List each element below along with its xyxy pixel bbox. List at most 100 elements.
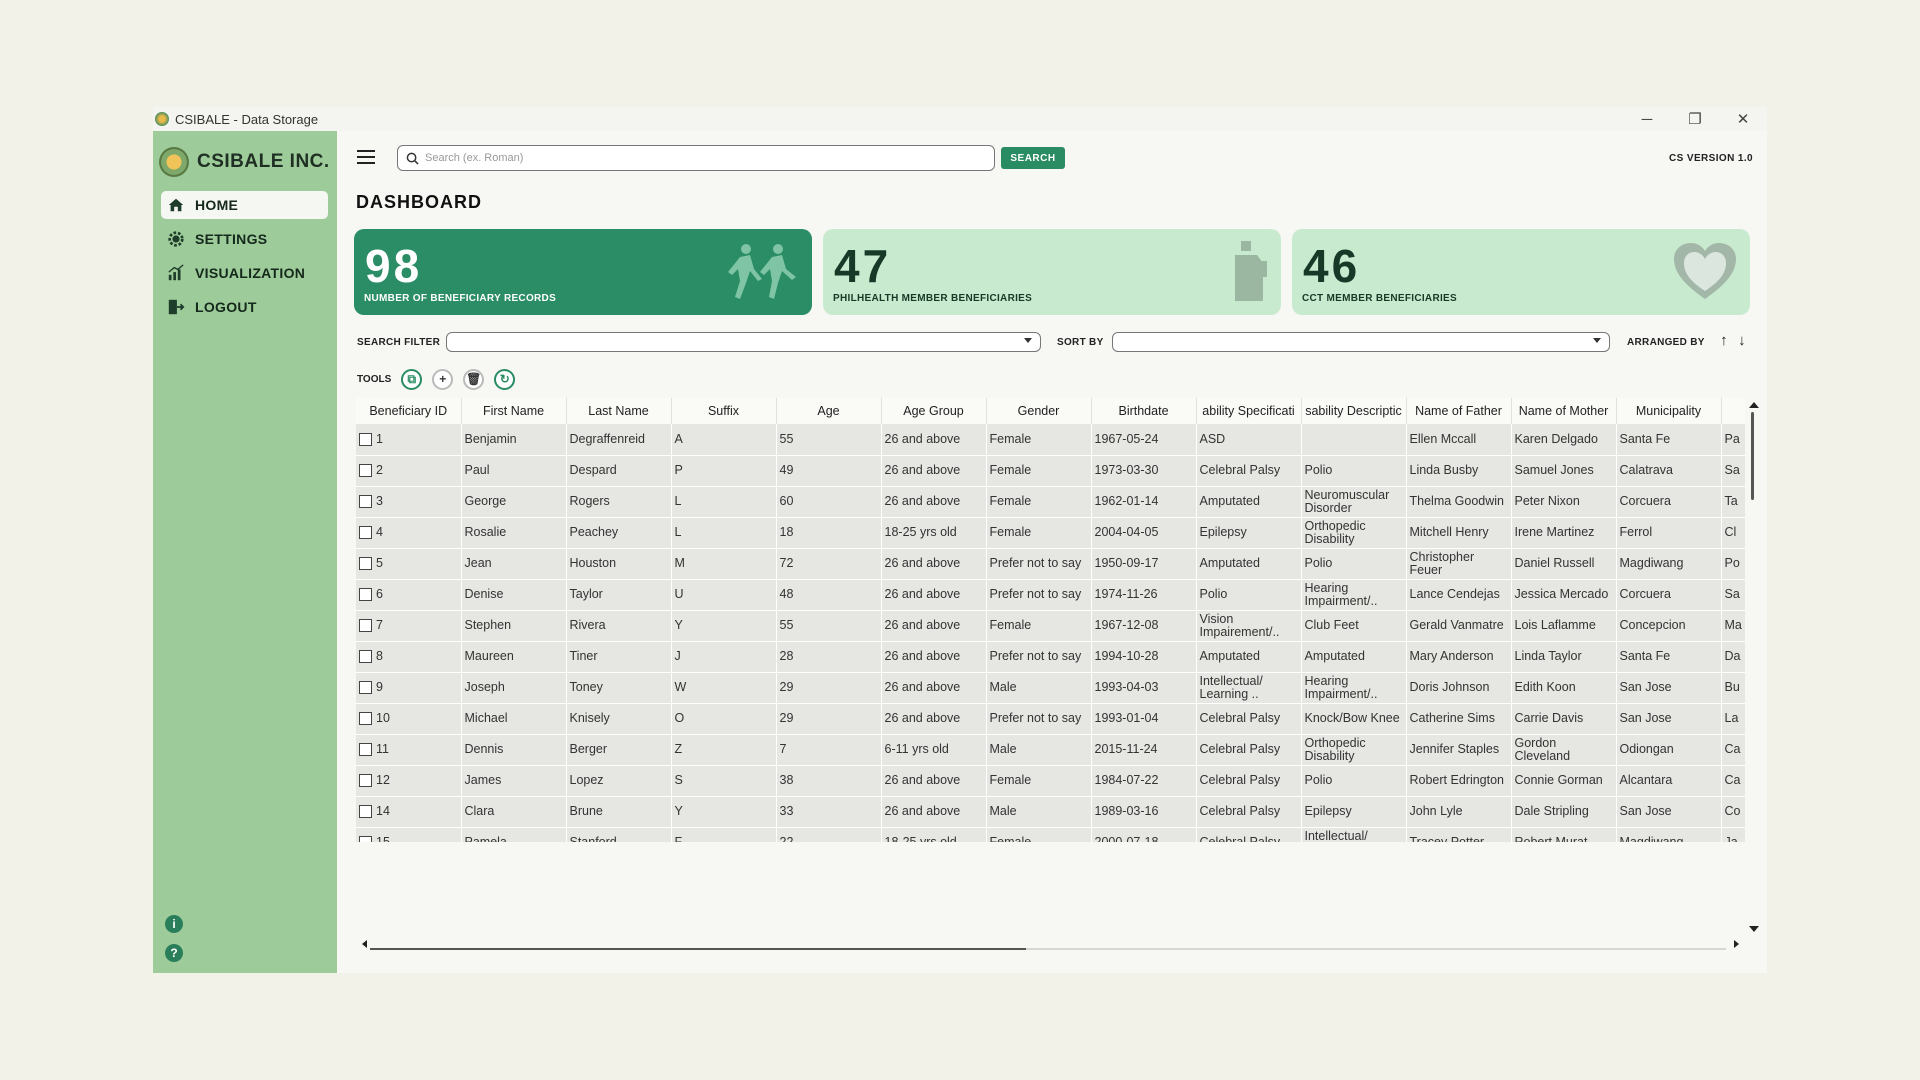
table-row[interactable]: 11 Dennis Berger Z 7 6-11 yrs old Male 2015-11-… bbox=[356, 734, 1745, 766]
column-header[interactable]: Name of Father bbox=[1406, 398, 1512, 424]
table-row[interactable]: 8 Maureen Tiner J 28 26 and above Prefer not t… bbox=[356, 641, 1745, 673]
table-row[interactable]: 7 Stephen Rivera Y 55 26 and above Female 1967-… bbox=[356, 610, 1745, 642]
horizontal-scrollbar[interactable] bbox=[356, 937, 1748, 951]
sort-descending-icon[interactable]: ↓ bbox=[1738, 332, 1746, 349]
minimize-button[interactable]: ─ bbox=[1641, 110, 1653, 128]
row-checkbox[interactable] bbox=[359, 774, 372, 788]
row-checkbox[interactable] bbox=[359, 557, 372, 571]
row-checkbox[interactable] bbox=[359, 836, 372, 842]
sidebar-item-home[interactable]: HOME bbox=[161, 191, 328, 219]
search-input[interactable] bbox=[425, 152, 965, 164]
table-row[interactable]: 9 Joseph Toney W 29 26 and above Male 1993-04-0… bbox=[356, 672, 1745, 704]
table-row[interactable]: 6 Denise Taylor U 48 26 and above Prefer not t… bbox=[356, 579, 1745, 611]
table-cell: 1993-01-04 bbox=[1091, 703, 1197, 735]
table-row[interactable]: 14 Clara Brune Y 33 26 and above Male 1989-03-1… bbox=[356, 796, 1745, 828]
sort-by-dropdown[interactable] bbox=[1112, 332, 1610, 352]
scroll-thumb[interactable] bbox=[1751, 412, 1754, 500]
sidebar-item-visualization[interactable]: VISUALIZATION bbox=[161, 259, 328, 287]
column-header[interactable]: sability Descriptic bbox=[1301, 398, 1407, 424]
table-row[interactable]: 4 Rosalie Peachey L 18 18-25 yrs old Female 200… bbox=[356, 517, 1745, 549]
table-cell: Ma bbox=[1721, 610, 1745, 642]
table-cell: Catherine Sims bbox=[1406, 703, 1512, 735]
table-row[interactable]: 1 Benjamin Degraffenreid A 55 26 and above Fem… bbox=[356, 424, 1745, 456]
table-cell: Female bbox=[986, 424, 1092, 456]
column-header[interactable]: Last Name bbox=[566, 398, 672, 424]
table-cell: Benjamin bbox=[461, 424, 567, 456]
table-cell: Intellectual/ Learning .. bbox=[1301, 827, 1407, 842]
row-checkbox[interactable] bbox=[359, 495, 372, 509]
column-header[interactable]: Age Group bbox=[881, 398, 987, 424]
table-cell: La bbox=[1721, 703, 1745, 735]
table-cell: 18-25 yrs old bbox=[881, 827, 987, 842]
row-checkbox[interactable] bbox=[359, 743, 372, 757]
table-row[interactable]: 12 James Lopez S 38 26 and above Female 1984-07… bbox=[356, 765, 1745, 797]
column-header[interactable]: Age bbox=[776, 398, 882, 424]
table-cell: Epilepsy bbox=[1196, 517, 1302, 549]
sort-ascending-icon[interactable]: ↑ bbox=[1720, 332, 1728, 349]
column-header[interactable]: Birthdate bbox=[1091, 398, 1197, 424]
close-button[interactable]: ✕ bbox=[1736, 111, 1750, 128]
add-record-icon[interactable]: + bbox=[432, 368, 454, 390]
help-icon[interactable]: ? bbox=[165, 944, 183, 962]
search-button[interactable]: SEARCH bbox=[1001, 147, 1065, 169]
column-header[interactable] bbox=[1721, 398, 1745, 424]
table-cell: Gordon Cleveland bbox=[1511, 734, 1617, 766]
tools-row: TOOLS ⧉ + 🗑 ↻ bbox=[357, 368, 516, 390]
column-header[interactable]: Suffix bbox=[671, 398, 777, 424]
menu-toggle-icon[interactable] bbox=[357, 150, 375, 164]
column-header[interactable]: ability Specificati bbox=[1196, 398, 1302, 424]
table-cell: Polio bbox=[1301, 548, 1407, 580]
stat-value: 98 bbox=[365, 240, 423, 292]
column-header[interactable]: Gender bbox=[986, 398, 1092, 424]
row-checkbox[interactable] bbox=[359, 432, 372, 446]
table-cell: John Lyle bbox=[1406, 796, 1512, 828]
column-header[interactable]: Beneficiary ID bbox=[356, 398, 462, 424]
stat-card-cct: 46 CCT MEMBER BENEFICIARIES bbox=[1292, 229, 1750, 315]
table-cell: Despard bbox=[566, 455, 672, 487]
table-cell: Ca bbox=[1721, 734, 1745, 766]
scroll-thumb[interactable] bbox=[370, 948, 1026, 950]
row-checkbox[interactable] bbox=[359, 464, 372, 478]
delete-record-icon[interactable]: 🗑 bbox=[463, 368, 485, 390]
scroll-down-icon[interactable] bbox=[1749, 926, 1759, 932]
vertical-scrollbar[interactable] bbox=[1747, 398, 1761, 938]
row-checkbox[interactable] bbox=[359, 805, 372, 819]
beneficiary-id: 10 bbox=[376, 711, 390, 726]
refresh-icon[interactable]: ↻ bbox=[494, 368, 516, 390]
row-checkbox[interactable] bbox=[359, 619, 372, 633]
table-cell: Samuel Jones bbox=[1511, 455, 1617, 487]
table-cell: George bbox=[461, 486, 567, 518]
table-cell: Toney bbox=[566, 672, 672, 704]
column-header[interactable]: Municipality bbox=[1616, 398, 1722, 424]
scroll-left-icon[interactable] bbox=[362, 940, 367, 948]
search-filter-dropdown[interactable] bbox=[446, 332, 1041, 352]
scroll-up-icon[interactable] bbox=[1749, 402, 1759, 408]
table-cell: 26 and above bbox=[881, 424, 987, 456]
table-row[interactable]: 3 George Rogers L 60 26 and above Female 1962-0… bbox=[356, 486, 1745, 518]
row-checkbox[interactable] bbox=[359, 526, 372, 540]
scroll-right-icon[interactable] bbox=[1734, 940, 1739, 948]
row-checkbox[interactable] bbox=[359, 712, 372, 726]
row-checkbox[interactable] bbox=[359, 588, 372, 602]
table-cell: Prefer not to say bbox=[986, 703, 1092, 735]
column-header[interactable]: First Name bbox=[461, 398, 567, 424]
row-checkbox[interactable] bbox=[359, 681, 372, 695]
table-row[interactable]: 10 Michael Knisely O 29 26 and above Prefer no… bbox=[356, 703, 1745, 735]
table-cell: 7 bbox=[776, 734, 882, 766]
column-header[interactable]: Name of Mother bbox=[1511, 398, 1617, 424]
info-icon[interactable]: i bbox=[165, 915, 183, 933]
table-cell: 18-25 yrs old bbox=[881, 517, 987, 549]
sidebar-item-logout[interactable]: LOGOUT bbox=[161, 293, 328, 321]
sidebar-item-settings[interactable]: SETTINGS bbox=[161, 225, 328, 253]
row-checkbox[interactable] bbox=[359, 650, 372, 664]
table-cell: 26 and above bbox=[881, 455, 987, 487]
table-cell: 18 bbox=[776, 517, 882, 549]
copy-record-icon[interactable]: ⧉ bbox=[401, 368, 423, 390]
table-cell: Peachey bbox=[566, 517, 672, 549]
restore-button[interactable]: ❐ bbox=[1688, 111, 1702, 128]
table-cell: 26 and above bbox=[881, 579, 987, 611]
table-row[interactable]: 2 Paul Despard P 49 26 and above Female 1973-03… bbox=[356, 455, 1745, 487]
home-icon bbox=[168, 198, 184, 212]
table-row[interactable]: 5 Jean Houston M 72 26 and above Prefer not to… bbox=[356, 548, 1745, 580]
